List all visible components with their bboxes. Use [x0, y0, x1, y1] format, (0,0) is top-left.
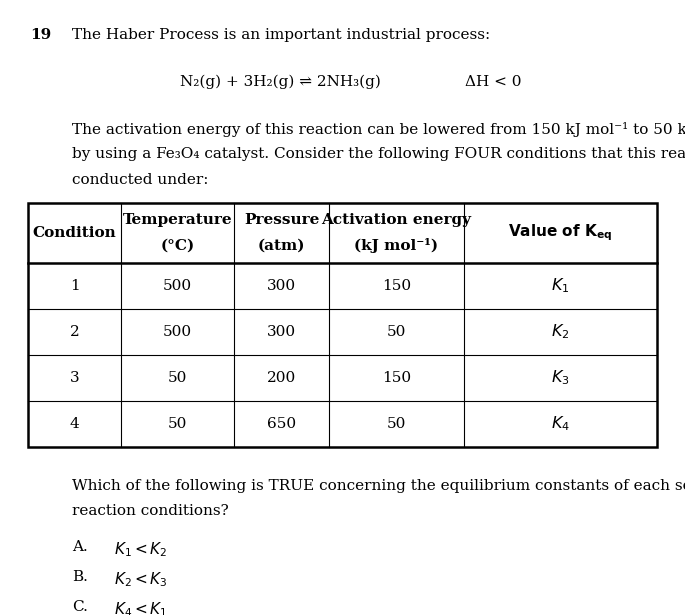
Text: Temperature: Temperature — [123, 213, 232, 227]
Text: conducted under:: conducted under: — [72, 173, 208, 187]
Text: $K_1$: $K_1$ — [551, 277, 570, 295]
Text: The Haber Process is an important industrial process:: The Haber Process is an important indust… — [72, 28, 490, 42]
Text: Pressure: Pressure — [244, 213, 319, 227]
Text: $K_2$: $K_2$ — [551, 323, 570, 341]
Text: 500: 500 — [163, 325, 192, 339]
Text: The activation energy of this reaction can be lowered from 150 kJ mol⁻¹ to 50 kJ: The activation energy of this reaction c… — [72, 122, 685, 137]
Text: (°C): (°C) — [160, 239, 195, 253]
Text: A.: A. — [72, 540, 88, 554]
Text: by using a Fe₃O₄ catalyst. Consider the following FOUR conditions that this reac: by using a Fe₃O₄ catalyst. Consider the … — [72, 148, 685, 162]
Text: 650: 650 — [267, 417, 296, 431]
Text: $K_1 < K_2$: $K_1 < K_2$ — [114, 540, 168, 559]
Text: 19: 19 — [30, 28, 51, 42]
Text: (atm): (atm) — [258, 239, 306, 253]
Text: 2: 2 — [70, 325, 79, 339]
Text: Value of $\mathbf{K}_{\mathbf{eq}}$: Value of $\mathbf{K}_{\mathbf{eq}}$ — [508, 223, 612, 244]
Text: 200: 200 — [267, 371, 296, 385]
Text: $K_4 < K_1$: $K_4 < K_1$ — [114, 600, 168, 615]
Text: Activation energy: Activation energy — [321, 213, 471, 227]
Text: $K_2 < K_3$: $K_2 < K_3$ — [114, 570, 168, 589]
Text: C.: C. — [72, 600, 88, 614]
Text: B.: B. — [72, 570, 88, 584]
Text: 500: 500 — [163, 279, 192, 293]
Bar — [28, 203, 657, 447]
Text: $K_4$: $K_4$ — [551, 415, 570, 434]
Text: 3: 3 — [70, 371, 79, 385]
Text: 4: 4 — [70, 417, 79, 431]
Text: 300: 300 — [267, 325, 296, 339]
Text: 1: 1 — [70, 279, 79, 293]
Text: 50: 50 — [387, 325, 406, 339]
Text: 300: 300 — [267, 279, 296, 293]
Text: ΔH < 0: ΔH < 0 — [465, 75, 521, 89]
Text: $K_3$: $K_3$ — [551, 368, 570, 387]
Text: 50: 50 — [168, 417, 187, 431]
Text: 150: 150 — [382, 279, 411, 293]
Text: 150: 150 — [382, 371, 411, 385]
Text: (kJ mol⁻¹): (kJ mol⁻¹) — [354, 239, 438, 253]
Text: 50: 50 — [387, 417, 406, 431]
Text: reaction conditions?: reaction conditions? — [72, 504, 229, 518]
Text: 50: 50 — [168, 371, 187, 385]
Text: N₂(g) + 3H₂(g) ⇌ 2NH₃(g): N₂(g) + 3H₂(g) ⇌ 2NH₃(g) — [179, 75, 380, 89]
Text: Which of the following is TRUE concerning the equilibrium constants of each set : Which of the following is TRUE concernin… — [72, 479, 685, 493]
Text: Condition: Condition — [33, 226, 116, 240]
